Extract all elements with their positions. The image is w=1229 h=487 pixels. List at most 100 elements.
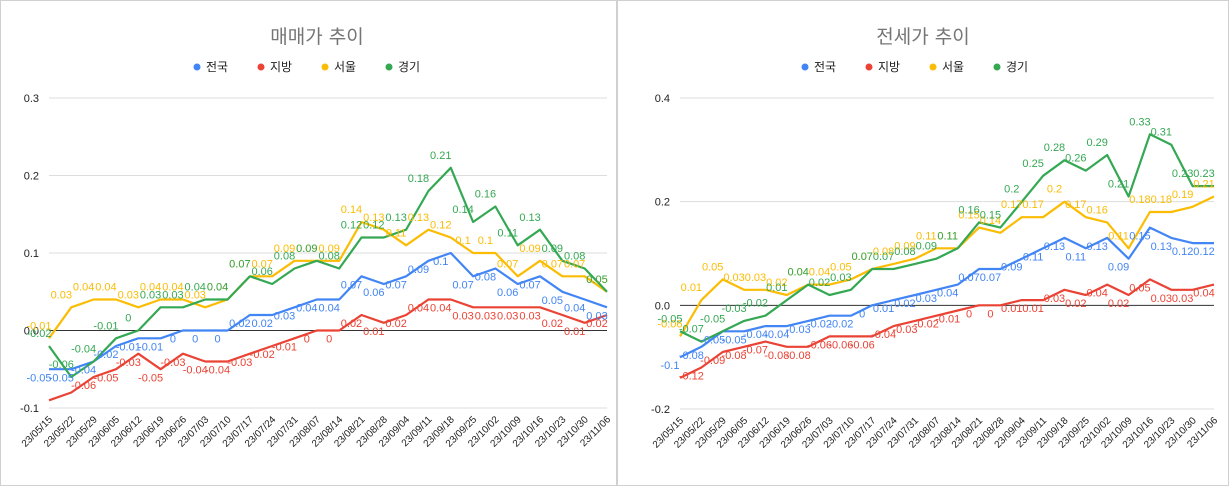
data-label-seoul: 0.13 [408, 212, 429, 224]
y-tick-label: 0.2 [655, 197, 670, 209]
data-label-regional: 0.02 [385, 318, 406, 330]
data-label-regional: -0.01 [935, 314, 960, 326]
data-label-nationwide: -0.02 [807, 319, 832, 331]
data-label-regional: -0.07 [743, 345, 768, 357]
data-label-regional: -0.08 [786, 350, 811, 362]
data-label-seoul: 0.18 [1151, 194, 1172, 206]
data-label-gyeonggi: 0.21 [1108, 178, 1129, 190]
data-label-seoul: 0.01 [681, 282, 702, 294]
data-label-seoul: 0.09 [318, 243, 339, 255]
data-label-seoul: 0.04 [787, 267, 808, 279]
data-label-regional: 0.03 [519, 310, 540, 322]
data-label-nationwide: 0.11 [1066, 251, 1087, 263]
data-label-regional: -0.03 [160, 357, 185, 369]
data-label-nationwide: -0.05 [722, 334, 747, 346]
data-label-gyeonggi: 0.21 [430, 150, 451, 162]
data-label-nationwide: -0.04 [71, 365, 96, 377]
data-label-nationwide: 0.04 [564, 303, 585, 315]
data-label-regional: 0.02 [1108, 298, 1129, 310]
data-label-nationwide: 0.01 [873, 303, 894, 315]
data-label-regional: -0.05 [93, 372, 118, 384]
data-label-seoul: 0.18 [1129, 194, 1150, 206]
data-label-seoul: 0.07 [497, 258, 518, 270]
data-label-gyeonggi: -0.01 [93, 320, 118, 332]
data-label-regional: 0.04 [430, 303, 451, 315]
data-label-regional: 0.05 [1129, 282, 1150, 294]
data-label-gyeonggi: 0.03 [162, 289, 183, 301]
data-label-gyeonggi: 0.23 [1193, 168, 1214, 180]
data-label-seoul: 0.1 [478, 235, 493, 247]
data-label-gyeonggi: -0.02 [743, 298, 768, 310]
legend-label-regional: 지방 [270, 60, 292, 74]
data-label-gyeonggi: 0.01 [766, 282, 787, 294]
data-label-gyeonggi: 0.2 [1004, 184, 1019, 196]
data-label-gyeonggi: 0.18 [408, 173, 429, 185]
data-label-regional: 0 [987, 308, 993, 320]
data-label-gyeonggi: -0.05 [657, 313, 682, 325]
data-label-regional: 0 [304, 334, 310, 346]
data-label-gyeonggi: 0.23 [1172, 168, 1193, 180]
data-label-nationwide: -0.01 [138, 341, 163, 353]
data-label-seoul: 0.13 [363, 212, 384, 224]
data-label-nationwide: 0 [170, 334, 176, 346]
y-tick-label: 0.1 [24, 248, 39, 260]
series-line-seoul [48, 220, 608, 339]
data-label-nationwide: -0.08 [679, 350, 704, 362]
data-label-gyeonggi: 0.04 [185, 282, 206, 294]
data-label-gyeonggi: 0.13 [519, 212, 540, 224]
data-label-seoul: 0.16 [1086, 204, 1107, 216]
data-label-seoul: -0.01 [26, 320, 51, 332]
data-label-nationwide: 0.13 [1044, 241, 1065, 253]
data-label-nationwide: 0.02 [251, 318, 272, 330]
data-label-nationwide: 0.04 [937, 288, 958, 300]
data-label-nationwide: 0.07 [341, 279, 362, 291]
data-label-nationwide: 0.05 [542, 295, 563, 307]
data-label-gyeonggi: 0.07 [873, 251, 894, 263]
data-label-gyeonggi: 0.11 [497, 227, 518, 239]
data-label-nationwide: -0.04 [764, 329, 789, 341]
data-label-regional: -0.02 [914, 319, 939, 331]
data-label-seoul: 0.04 [207, 282, 228, 294]
legend-swatch-nationwide [801, 63, 809, 71]
data-label-regional: -0.06 [850, 339, 875, 351]
data-label-seoul: 0.08 [873, 246, 894, 258]
data-label-seoul: 0.03 [745, 272, 766, 284]
data-label-regional: -0.04 [871, 329, 896, 341]
data-label-nationwide: 0.03 [586, 310, 607, 322]
data-label-seoul: 0.04 [73, 282, 94, 294]
data-label-gyeonggi: -0.07 [679, 324, 704, 336]
data-label-nationwide: 0.09 [1108, 262, 1129, 274]
data-label-gyeonggi: 0.31 [1151, 127, 1172, 139]
legend-label-nationwide: 전국 [206, 60, 228, 74]
data-label-nationwide: 0.12 [1193, 246, 1214, 258]
data-label-seoul: 0.1 [455, 235, 470, 247]
data-label-seoul: 0.14 [980, 215, 1001, 227]
data-label-gyeonggi: 0.03 [830, 272, 851, 284]
data-label-gyeonggi: 0.29 [1086, 137, 1107, 149]
data-label-regional: -0.03 [227, 357, 252, 369]
data-label-nationwide: 0.07 [519, 279, 540, 291]
data-label-gyeonggi: 0.09 [542, 243, 563, 255]
data-label-gyeonggi: 0 [125, 313, 131, 325]
data-label-seoul: 0.09 [296, 243, 317, 255]
data-label-nationwide: 0 [859, 308, 865, 320]
data-label-seoul: 0.04 [95, 282, 116, 294]
data-label-gyeonggi: 0.33 [1129, 116, 1150, 128]
data-label-gyeonggi: 0.09 [916, 241, 937, 253]
data-label-nationwide: 0.09 [408, 264, 429, 276]
data-label-seoul: 0.07 [251, 258, 272, 270]
legend-label-regional: 지방 [878, 60, 900, 74]
data-label-regional: 0.01 [1001, 303, 1022, 315]
series-line-regional [48, 298, 608, 402]
data-label-nationwide: -0.03 [786, 324, 811, 336]
data-label-seoul: 0.14 [341, 204, 362, 216]
data-label-regional: 0.03 [1151, 293, 1172, 305]
data-label-nationwide: 0.13 [1086, 241, 1107, 253]
data-label-gyeonggi: 0.08 [318, 251, 339, 263]
data-label-regional: -0.12 [679, 371, 704, 383]
data-label-seoul: 0.11 [916, 230, 937, 242]
data-label-regional: -0.09 [700, 355, 725, 367]
data-label-nationwide: 0.13 [1151, 241, 1172, 253]
